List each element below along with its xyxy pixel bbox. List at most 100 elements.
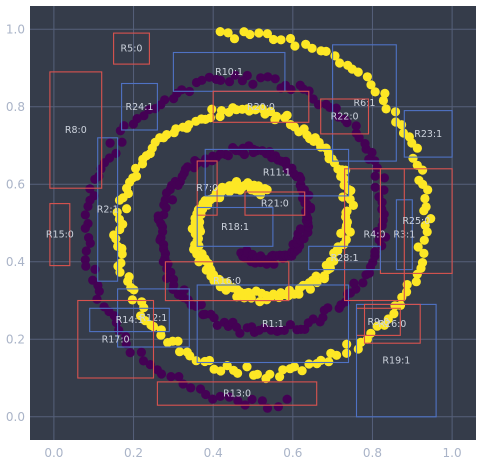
data-point-class-0 [351,121,361,131]
data-point-class-1 [420,220,430,230]
data-point-class-0 [80,210,90,220]
data-point-class-0 [204,72,214,82]
data-point-class-1 [419,248,429,258]
x-tick-label: 0.0 [44,446,63,460]
data-point-class-0 [308,94,318,104]
data-point-class-0 [161,188,172,198]
data-point-class-0 [94,286,104,296]
data-point-class-1 [311,271,321,281]
data-point-class-1 [257,104,267,114]
data-point-class-0 [209,313,219,323]
data-point-class-1 [301,39,311,49]
data-point-class-0 [174,372,184,382]
region-box [332,44,397,162]
data-point-class-0 [235,328,245,338]
region-label: R5:0 [121,44,143,55]
data-point-class-1 [207,104,217,114]
data-point-class-0 [186,383,196,393]
data-point-class-1 [229,34,240,44]
data-point-class-1 [175,347,185,357]
data-point-class-1 [131,163,141,173]
region-box [379,168,453,274]
data-point-class-0 [276,83,286,93]
data-point-class-0 [136,347,146,357]
data-point-class-1 [204,355,215,366]
data-point-class-0 [372,226,382,237]
data-point-class-0 [125,348,135,358]
data-point-class-1 [345,194,355,204]
data-point-class-1 [215,27,225,37]
data-point-class-0 [295,80,305,90]
data-point-class-1 [216,366,226,376]
data-point-class-0 [372,163,382,173]
data-point-class-0 [145,360,155,370]
region-label: R14:1 [116,315,144,326]
data-point-class-1 [215,111,225,122]
region-box [97,137,119,282]
data-point-class-1 [191,116,201,126]
region-label: R25:0 [402,216,430,227]
y-tick-label: 0.0 [6,410,25,424]
data-point-class-0 [111,318,121,328]
data-point-class-1 [222,361,232,371]
data-point-class-0 [318,312,328,323]
data-point-class-1 [297,366,307,376]
data-point-class-1 [372,321,382,331]
region-label: R1:1 [262,319,284,330]
data-point-class-0 [191,77,202,88]
data-point-class-1 [341,235,351,245]
data-point-class-1 [156,330,166,340]
x-tick-label: 0.6 [283,446,302,460]
data-point-class-0 [308,314,318,324]
region-box [196,160,218,216]
region-box [308,245,381,271]
y-tick-label: 0.4 [6,255,25,269]
data-point-class-1 [417,258,428,268]
data-point-class-0 [248,147,258,158]
data-point-class-0 [156,369,167,379]
data-point-class-0 [377,204,387,214]
data-point-class-1 [378,95,388,106]
data-point-class-1 [122,204,132,214]
data-point-class-1 [370,87,380,97]
data-point-class-1 [111,234,121,244]
data-point-class-1 [137,159,148,169]
region-box [403,110,453,158]
region-label: R18:1 [221,222,249,233]
region-label: R20:0 [247,102,275,113]
data-point-class-1 [278,365,288,375]
data-point-class-0 [370,247,380,257]
data-point-class-1 [362,72,372,82]
data-point-class-0 [96,164,106,174]
data-point-class-0 [169,94,179,104]
data-point-class-1 [332,350,342,360]
region-label: R6:1 [354,98,376,109]
plot-background [30,6,476,440]
data-point-class-0 [295,224,306,234]
data-point-class-1 [139,303,149,313]
data-point-class-1 [421,202,431,212]
data-point-class-1 [169,128,179,138]
data-point-class-1 [254,28,264,38]
data-point-class-1 [255,297,265,307]
data-point-class-0 [212,320,222,330]
region-box [49,203,71,267]
data-point-class-1 [338,192,348,202]
data-point-class-0 [121,339,131,349]
data-point-class-0 [228,143,238,153]
data-point-class-0 [138,356,149,366]
region-box [121,82,158,131]
data-point-class-1 [233,368,243,378]
region-label: R16:0 [213,276,241,287]
data-point-class-1 [289,362,299,372]
data-point-class-0 [121,331,131,342]
data-point-class-1 [265,369,275,379]
data-point-class-0 [215,391,225,401]
data-point-class-0 [85,184,95,194]
data-point-class-0 [224,392,234,402]
data-point-class-0 [117,137,127,147]
data-point-class-1 [366,80,376,90]
region-label: R26:0 [378,319,406,330]
